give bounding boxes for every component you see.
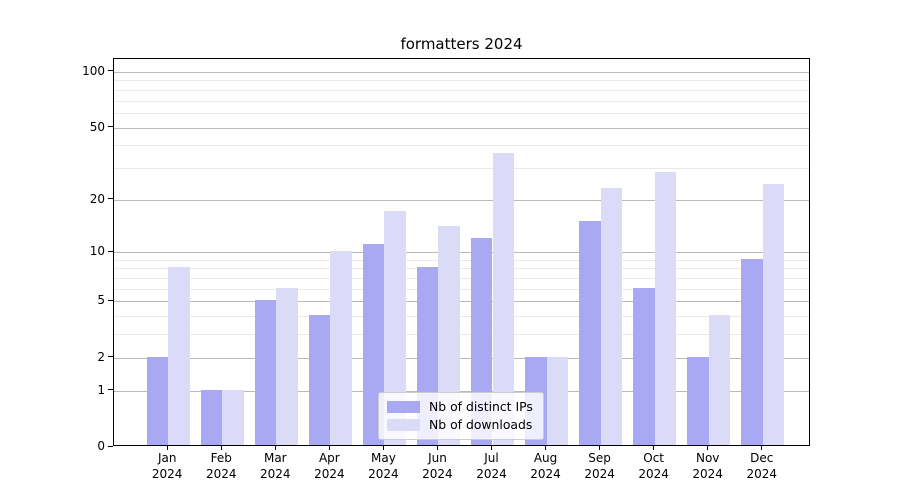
y-tick-label-5: 5 — [97, 293, 105, 308]
x-tick-label-feb: Feb 2024 — [205, 451, 237, 481]
y-tick-label-0: 0 — [97, 439, 105, 453]
minor-gridline-60 — [114, 112, 809, 114]
bar-aug-downloads — [546, 356, 569, 445]
minor-gridline-6 — [114, 288, 809, 290]
legend: Nb of distinct IPs Nb of downloads — [378, 392, 544, 440]
minor-gridline-8 — [114, 268, 809, 270]
major-gridline-5 — [114, 301, 809, 303]
y-tick-mark-5 — [108, 299, 113, 301]
minor-gridline-40 — [114, 145, 809, 147]
bar-jul-downloads — [492, 152, 515, 445]
legend-item-downloads: Nb of downloads — [387, 416, 535, 434]
bar-may-downloads — [384, 211, 406, 445]
x-tick-mark-dec — [761, 446, 763, 450]
x-tick-label-oct: Oct 2024 — [638, 451, 669, 481]
x-tick-mark-jul — [491, 446, 492, 450]
major-gridline-100 — [114, 71, 809, 73]
y-tick-label-1: 1 — [97, 382, 105, 397]
legend-label: Nb of downloads — [429, 417, 533, 432]
y-tick-mark-20 — [108, 198, 113, 200]
y-tick-label-100: 100 — [82, 63, 105, 78]
y-tick-mark-1 — [108, 389, 113, 391]
x-tick-label-sep: Sep 2024 — [584, 451, 615, 481]
bar-dec-ips — [741, 258, 763, 445]
minor-gridline-9 — [114, 259, 809, 261]
bar-apr-downloads — [330, 251, 352, 445]
x-tick-label-nov: Nov 2024 — [692, 451, 723, 481]
minor-gridline-3 — [114, 334, 809, 336]
x-tick-mark-may — [382, 446, 384, 450]
y-tick-label-50: 50 — [89, 119, 105, 134]
bar-nov-downloads — [708, 315, 731, 445]
bar-oct-downloads — [654, 172, 677, 445]
x-tick-label-dec: Dec 2024 — [746, 451, 778, 481]
x-tick-mark-jun — [436, 446, 438, 450]
x-tick-mark-nov — [707, 446, 709, 450]
bar-jun-downloads — [438, 225, 461, 445]
legend-swatch-distinct-ips — [387, 401, 420, 413]
bar-mar-downloads — [276, 287, 298, 445]
y-tick-label-20: 20 — [89, 191, 105, 206]
minor-gridline-70 — [114, 100, 809, 102]
bar-jan-downloads — [168, 267, 190, 445]
y-tick-label-10: 10 — [89, 244, 105, 259]
minor-gridline-30 — [114, 167, 809, 169]
legend-label: Nb of distinct IPs — [429, 399, 533, 414]
major-gridline-20 — [114, 199, 809, 201]
bar-apr-ips — [308, 315, 331, 445]
minor-gridline-7 — [114, 278, 809, 280]
y-tick-mark-0 — [108, 445, 113, 447]
y-tick-mark-2 — [108, 356, 113, 358]
bar-dec-downloads — [762, 184, 785, 445]
x-tick-mark-oct — [653, 446, 655, 450]
y-tick-mark-10 — [108, 250, 113, 252]
minor-gridline-80 — [114, 89, 809, 91]
x-tick-mark-sep — [599, 446, 601, 450]
y-tick-mark-100 — [108, 70, 113, 72]
x-tick-label-jun: Jun 2024 — [422, 451, 453, 481]
x-tick-label-jan: Jan 2024 — [151, 451, 183, 481]
x-tick-mark-jan — [166, 446, 168, 450]
legend-swatch-downloads — [387, 419, 420, 431]
bar-jan-ips — [146, 356, 169, 445]
major-gridline-1 — [114, 390, 809, 392]
bar-oct-ips — [633, 287, 655, 445]
y-tick-mark-50 — [108, 126, 113, 128]
plot-area — [113, 58, 810, 446]
minor-gridline-90 — [114, 80, 809, 82]
x-tick-label-aug: Aug 2024 — [530, 451, 561, 481]
x-tick-label-may: May 2024 — [368, 451, 399, 481]
legend-item-distinct-ips: Nb of distinct IPs — [387, 398, 535, 416]
chart-title: formatters 2024 — [400, 35, 523, 53]
y-tick-label-2: 2 — [97, 349, 105, 364]
x-tick-label-mar: Mar 2024 — [260, 451, 291, 481]
major-gridline-2 — [114, 357, 809, 359]
x-tick-mark-feb — [220, 446, 222, 450]
x-tick-label-jul: Jul 2024 — [476, 451, 507, 481]
minor-gridline-4 — [114, 316, 809, 318]
x-tick-mark-aug — [545, 446, 547, 450]
bar-mar-ips — [254, 300, 277, 445]
bar-sep-ips — [579, 220, 601, 445]
major-gridline-50 — [114, 127, 809, 129]
x-tick-mark-apr — [328, 446, 330, 450]
bar-nov-ips — [687, 356, 709, 445]
bar-sep-downloads — [600, 187, 623, 445]
major-gridline-10 — [114, 252, 809, 254]
x-tick-mark-mar — [274, 446, 276, 450]
x-tick-label-apr: Apr 2024 — [314, 451, 345, 481]
bar-feb-ips — [200, 389, 223, 445]
bar-feb-downloads — [222, 389, 244, 445]
